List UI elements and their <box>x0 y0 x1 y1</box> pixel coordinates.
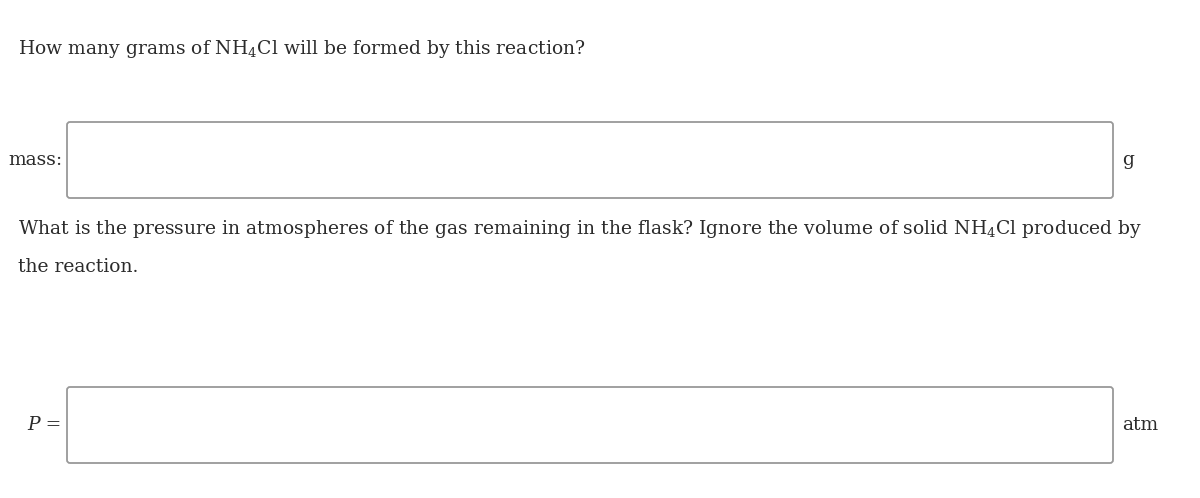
FancyBboxPatch shape <box>67 122 1114 198</box>
Text: mass:: mass: <box>8 151 62 169</box>
Text: atm: atm <box>1122 416 1158 434</box>
Text: the reaction.: the reaction. <box>18 258 138 276</box>
Text: How many grams of NH$_4$Cl will be formed by this reaction?: How many grams of NH$_4$Cl will be forme… <box>18 38 586 60</box>
Text: g: g <box>1122 151 1134 169</box>
FancyBboxPatch shape <box>67 387 1114 463</box>
Text: What is the pressure in atmospheres of the gas remaining in the flask? Ignore th: What is the pressure in atmospheres of t… <box>18 218 1142 240</box>
Text: P =: P = <box>28 416 62 434</box>
